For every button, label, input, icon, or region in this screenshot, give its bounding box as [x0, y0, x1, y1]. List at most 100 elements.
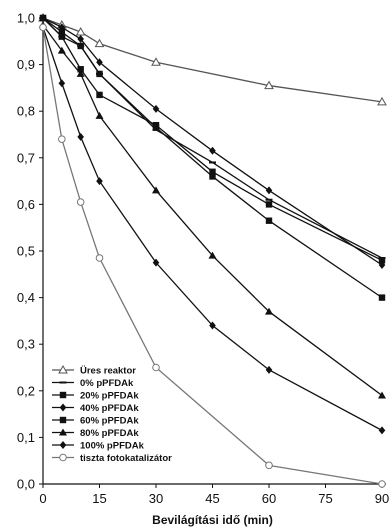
data-point [378, 294, 386, 301]
legend-label: 0% pPFDAk [80, 378, 134, 389]
data-point [265, 217, 273, 224]
y-tick-label: 0,8 [17, 104, 35, 119]
y-tick-label: 0,4 [17, 290, 35, 305]
data-point [58, 33, 66, 40]
x-tick-label: 0 [39, 491, 46, 506]
legend-label: 100% pPFDAk [80, 441, 145, 452]
series-layer [38, 12, 387, 488]
data-point [95, 254, 104, 262]
y-tick-label: 0,6 [17, 197, 35, 212]
data-point [377, 96, 387, 106]
y-tick-label: 1,0 [17, 11, 35, 26]
x-ticks: 0 15 30 45 60 75 90 [39, 484, 389, 506]
x-tick-label: 15 [92, 491, 106, 506]
legend-marker [59, 416, 67, 424]
data-point [151, 57, 161, 66]
data-point [96, 70, 103, 78]
x-axis-label: Bevilágítási idő (min) [152, 513, 273, 527]
legend-label: 20% pPFDAk [80, 391, 139, 402]
data-point [96, 91, 103, 99]
legend-label: Üres reaktor [80, 366, 136, 377]
legend-label: 60% pPFDAk [80, 416, 139, 427]
y-tick-label: 0,9 [17, 57, 35, 72]
series-60-ppfdak [39, 14, 386, 301]
legend-item-100-ppfdak: 100% pPFDAk [52, 441, 145, 452]
data-point [76, 69, 85, 77]
x-tick-label: 45 [205, 491, 219, 506]
y-tick-label: 0,2 [17, 383, 35, 398]
legend-marker [59, 453, 67, 462]
data-point [58, 135, 66, 143]
data-point [209, 321, 216, 330]
legend-marker [59, 428, 67, 436]
data-point [77, 42, 84, 50]
data-point [152, 104, 160, 113]
data-point [77, 132, 84, 141]
x-tick-label: 30 [149, 491, 163, 506]
legend-marker [59, 441, 67, 449]
data-point [95, 111, 104, 119]
legend-item-20-ppfdak: 20% pPFDAk [52, 391, 139, 402]
legend-item-60-ppfdak: 60% pPFDAk [52, 416, 139, 427]
data-point [58, 28, 66, 36]
data-point [152, 258, 160, 267]
legend-item-40-ppfdak: 40% pPFDAk [52, 403, 139, 414]
legend-label: tiszta fotokatalizátor [80, 453, 172, 464]
data-point [76, 198, 85, 206]
series-tiszta-fotokatalizator [39, 23, 386, 488]
x-tick-label: 75 [318, 491, 332, 506]
data-point [265, 461, 273, 470]
y-tick-label: 0,0 [17, 477, 35, 492]
series-line [42, 27, 383, 431]
data-point [39, 23, 47, 32]
legend-marker [59, 391, 67, 399]
data-point [209, 168, 216, 175]
series-line [42, 17, 383, 103]
y-tick-label: 0,7 [17, 150, 35, 165]
data-point [94, 38, 105, 48]
legend-item-80-ppfdak: 80% pPFDAk [52, 428, 139, 439]
series-line [42, 24, 383, 396]
legend-marker [58, 364, 68, 374]
data-point [96, 58, 103, 67]
axes [42, 14, 386, 485]
legend-item-0-ppfdak: 0% pPFDAk [52, 378, 134, 389]
data-point [209, 173, 216, 180]
data-point [208, 251, 217, 259]
data-point [58, 79, 66, 88]
data-point [209, 146, 216, 155]
data-point [265, 365, 273, 374]
data-point [96, 177, 103, 186]
data-point [57, 46, 66, 54]
series-0-ppfdak [39, 17, 386, 259]
data-point [378, 260, 386, 269]
data-point [77, 66, 84, 73]
y-tick-label: 0,3 [17, 337, 35, 352]
y-tick-label: 0,5 [17, 244, 35, 259]
legend-label: 40% pPFDAk [80, 403, 139, 414]
data-point [265, 307, 273, 315]
data-point [378, 480, 386, 488]
data-point [152, 124, 160, 131]
data-point [378, 257, 386, 264]
y-ticks: 0,0 0,1 0,2 0,3 0,4 0,5 0,6 0,7 0,8 0,9 1,0 [17, 11, 43, 492]
x-tick-label: 60 [262, 491, 276, 506]
data-point [152, 186, 160, 194]
series-line [42, 17, 383, 259]
series-40-ppfdak [39, 14, 386, 269]
data-point [378, 426, 386, 435]
series-ures-reaktor [38, 12, 387, 106]
series-80-ppfdak [39, 20, 386, 399]
y-tick-label: 0,1 [17, 430, 35, 445]
legend-item-tiszta-fotokatalizator: tiszta fotokatalizátor [52, 453, 172, 464]
series-line [42, 17, 383, 261]
data-point [265, 201, 273, 208]
legend-marker [59, 403, 67, 412]
data-point [264, 80, 274, 90]
data-point [77, 34, 84, 43]
data-point [152, 363, 160, 372]
legend-item-ures-reaktor: Üres reaktor [52, 364, 136, 377]
series-line [42, 17, 383, 266]
